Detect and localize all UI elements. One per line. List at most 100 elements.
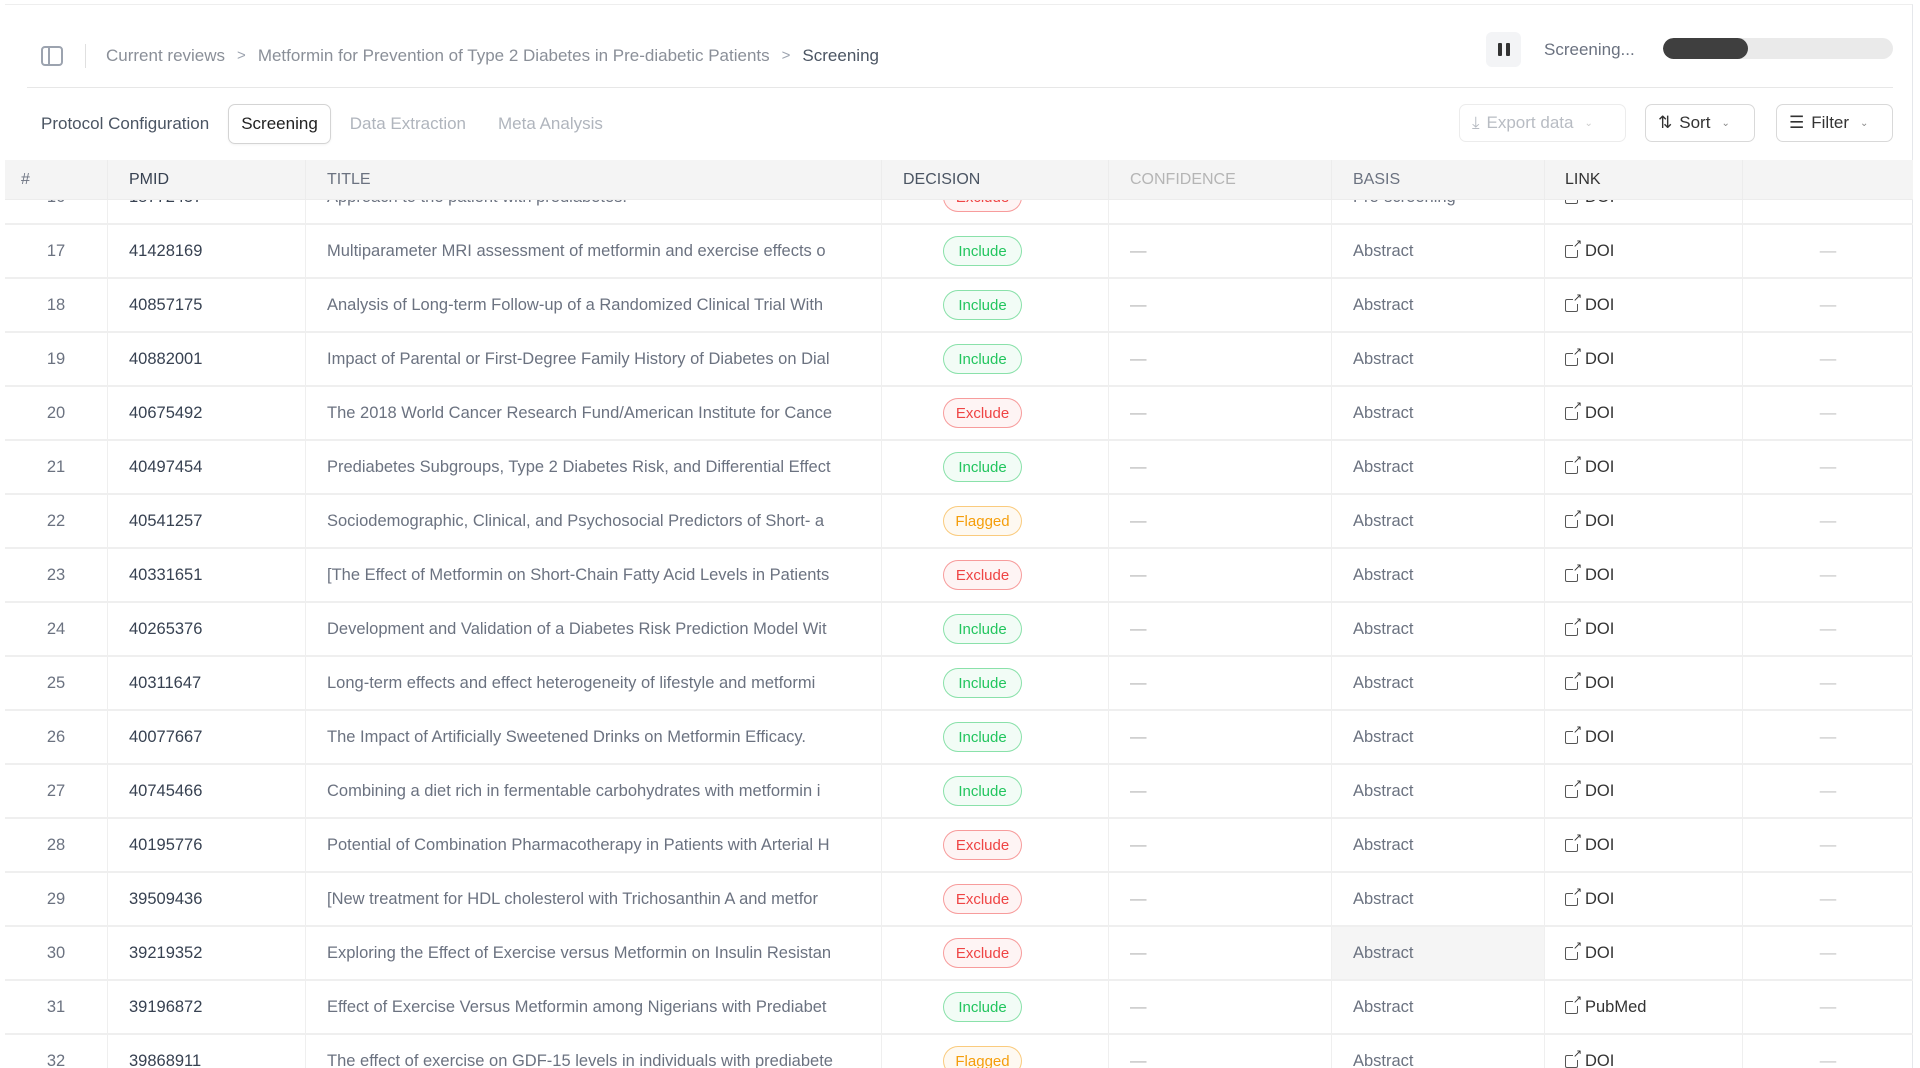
- table-row[interactable]: 28 40195776 Potential of Combination Pharm…: [5, 819, 1913, 873]
- decision-badge[interactable]: Exclude: [943, 830, 1022, 860]
- col-title[interactable]: TITLE: [306, 160, 882, 199]
- table-body[interactable]: 1618772457 Approach to the patient with p…: [5, 199, 1913, 1068]
- basis: Abstract: [1332, 387, 1545, 439]
- title-cell: Effect of Exercise Versus Metformin amon…: [306, 981, 882, 1033]
- link[interactable]: DOI: [1545, 387, 1743, 439]
- link-label[interactable]: DOI: [1585, 511, 1615, 530]
- decision-badge[interactable]: Exclude: [943, 560, 1022, 590]
- title-cell: Long-term effects and effect heterogenei…: [306, 657, 882, 709]
- link-label[interactable]: DOI: [1585, 727, 1615, 746]
- basis: Abstract: [1332, 927, 1545, 979]
- col-basis[interactable]: BASIS: [1332, 160, 1545, 199]
- table-row[interactable]: 22 40541257 Sociodemographic, Clinical, an…: [5, 495, 1913, 549]
- decision-badge[interactable]: Include: [943, 290, 1022, 320]
- link[interactable]: DOI: [1545, 199, 1743, 223]
- link[interactable]: DOI: [1545, 873, 1743, 925]
- table-row[interactable]: 26 40077667 The Impact of Artificially Swe…: [5, 711, 1913, 765]
- link-label[interactable]: DOI: [1585, 349, 1615, 368]
- link[interactable]: DOI: [1545, 927, 1743, 979]
- link[interactable]: PubMed: [1545, 981, 1743, 1033]
- tab-screening[interactable]: Screening: [228, 104, 331, 144]
- decision-badge[interactable]: Include: [943, 344, 1022, 374]
- table-row[interactable]: 30 39219352 Exploring the Effect of Exerci…: [5, 927, 1913, 981]
- table-row[interactable]: 18 40857175 Analysis of Long-term Follow-u…: [5, 279, 1913, 333]
- link[interactable]: DOI: [1545, 657, 1743, 709]
- pmid: 40882001: [108, 333, 306, 385]
- export-data-button[interactable]: ⤓ Export data ⌄: [1459, 104, 1626, 142]
- decision-badge[interactable]: Exclude: [943, 199, 1022, 212]
- decision-badge[interactable]: Include: [943, 722, 1022, 752]
- breadcrumb-review[interactable]: Metformin for Prevention of Type 2 Diabe…: [257, 45, 770, 65]
- link-label[interactable]: DOI: [1585, 403, 1615, 422]
- link-label[interactable]: DOI: [1585, 199, 1614, 207]
- link[interactable]: DOI: [1545, 711, 1743, 763]
- decision-badge[interactable]: Exclude: [943, 884, 1022, 914]
- link-label[interactable]: DOI: [1585, 835, 1615, 854]
- link[interactable]: DOI: [1545, 765, 1743, 817]
- pmid: 18772457: [108, 199, 306, 223]
- link-label[interactable]: DOI: [1585, 241, 1615, 260]
- link-label[interactable]: DOI: [1585, 295, 1615, 314]
- confidence: —: [1109, 765, 1332, 817]
- table-row[interactable]: 19 40882001 Impact of Parental or First-De…: [5, 333, 1913, 387]
- table-row[interactable]: 32 39868911 The effect of exercise on GDF-…: [5, 1035, 1913, 1068]
- link[interactable]: DOI: [1545, 333, 1743, 385]
- tab-meta-analysis[interactable]: Meta Analysis: [498, 114, 603, 133]
- link-label[interactable]: DOI: [1585, 673, 1615, 692]
- decision-badge[interactable]: Include: [943, 452, 1022, 482]
- link[interactable]: DOI: [1545, 441, 1743, 493]
- link[interactable]: DOI: [1545, 279, 1743, 331]
- table-row[interactable]: 1618772457 Approach to the patient with p…: [5, 199, 1913, 225]
- decision-badge[interactable]: Flagged: [943, 1046, 1022, 1068]
- link-label[interactable]: PubMed: [1585, 997, 1647, 1016]
- decision-badge[interactable]: Include: [943, 776, 1022, 806]
- col-pmid[interactable]: PMID: [108, 160, 306, 199]
- decision-badge[interactable]: Exclude: [943, 938, 1022, 968]
- table-row[interactable]: 17 41428169 Multiparameter MRI assessment …: [5, 225, 1913, 279]
- filter-button[interactable]: ☰ Filter ⌄: [1776, 104, 1893, 142]
- breadcrumb-current-reviews[interactable]: Current reviews: [106, 45, 226, 65]
- link-label[interactable]: DOI: [1585, 619, 1615, 638]
- basis: Abstract: [1332, 657, 1545, 709]
- decision-badge[interactable]: Include: [943, 992, 1022, 1022]
- table-row[interactable]: 24 40265376 Development and Validation of …: [5, 603, 1913, 657]
- link[interactable]: DOI: [1545, 819, 1743, 871]
- table-row[interactable]: 29 39509436 [New treatment for HDL cholest…: [5, 873, 1913, 927]
- link-label[interactable]: DOI: [1585, 1051, 1615, 1068]
- link[interactable]: DOI: [1545, 225, 1743, 277]
- decision-badge[interactable]: Include: [943, 668, 1022, 698]
- decision-badge[interactable]: Exclude: [943, 398, 1022, 428]
- basis: Abstract: [1332, 711, 1545, 763]
- col-link[interactable]: LINK: [1545, 160, 1743, 199]
- row-number: 19: [5, 333, 108, 385]
- decision-badge[interactable]: Include: [943, 236, 1022, 266]
- table-row[interactable]: 23 40331651 [The Effect of Metformin on Sh…: [5, 549, 1913, 603]
- link-label[interactable]: DOI: [1585, 781, 1615, 800]
- table-row[interactable]: 20 40675492 The 2018 World Cancer Research…: [5, 387, 1913, 441]
- decision-cell: Exclude: [882, 819, 1109, 871]
- link[interactable]: DOI: [1545, 1035, 1743, 1068]
- table-row[interactable]: 27 40745466 Combining a diet rich in ferme…: [5, 765, 1913, 819]
- link[interactable]: DOI: [1545, 549, 1743, 601]
- basis: Abstract: [1332, 549, 1545, 601]
- pause-button[interactable]: [1486, 32, 1521, 67]
- col-number[interactable]: #: [5, 160, 108, 199]
- link[interactable]: DOI: [1545, 603, 1743, 655]
- link-label[interactable]: DOI: [1585, 889, 1615, 908]
- decision-badge[interactable]: Flagged: [943, 506, 1022, 536]
- decision-badge[interactable]: Include: [943, 614, 1022, 644]
- link[interactable]: DOI: [1545, 495, 1743, 547]
- tab-protocol-configuration[interactable]: Protocol Configuration: [41, 114, 210, 133]
- link-label[interactable]: DOI: [1585, 457, 1615, 476]
- link-label[interactable]: DOI: [1585, 565, 1615, 584]
- table-row[interactable]: 21 40497454 Prediabetes Subgroups, Type 2 …: [5, 441, 1913, 495]
- col-confidence[interactable]: CONFIDENCE: [1109, 160, 1332, 199]
- sidebar-toggle-icon[interactable]: [41, 45, 63, 66]
- status-text: Screening...: [1544, 40, 1635, 59]
- table-row[interactable]: 31 39196872 Effect of Exercise Versus Metf…: [5, 981, 1913, 1035]
- link-label[interactable]: DOI: [1585, 943, 1615, 962]
- sort-button[interactable]: ⇅ Sort ⌄: [1645, 104, 1755, 142]
- table-row[interactable]: 25 40311647 Long-term effects and effect h…: [5, 657, 1913, 711]
- col-decision[interactable]: DECISION: [882, 160, 1109, 199]
- tab-data-extraction[interactable]: Data Extraction: [349, 114, 467, 133]
